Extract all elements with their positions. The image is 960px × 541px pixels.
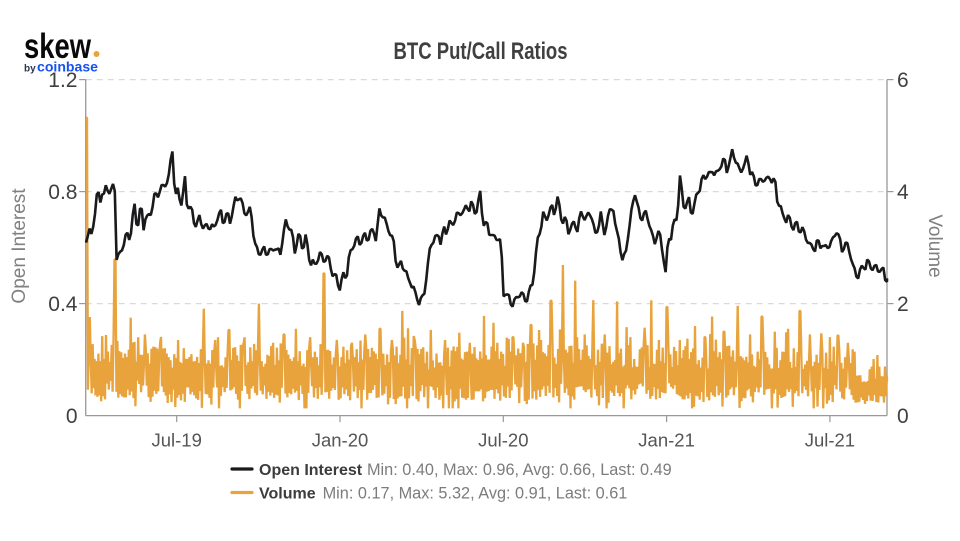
svg-text:0.8: 0.8 [48, 181, 77, 204]
svg-text:skew: skew [24, 27, 92, 66]
svg-text:0.4: 0.4 [48, 293, 78, 316]
svg-text:0: 0 [66, 405, 78, 428]
svg-text:Jul-21: Jul-21 [805, 430, 855, 451]
svg-text:Jan-20: Jan-20 [312, 430, 369, 451]
svg-text:6: 6 [897, 69, 909, 92]
svg-text:coinbase: coinbase [37, 59, 98, 75]
svg-text:by: by [24, 64, 36, 75]
svg-text:1.2: 1.2 [48, 69, 77, 92]
svg-text:Open Interest: Open Interest [259, 462, 363, 479]
svg-text:Volume: Volume [924, 214, 945, 277]
svg-text:0: 0 [897, 405, 909, 428]
svg-text:4: 4 [897, 181, 909, 204]
svg-text:Open Interest: Open Interest [9, 188, 30, 304]
svg-text:Min: 0.17, Max: 5.32, Avg: 0.9: Min: 0.17, Max: 5.32, Avg: 0.91, Last: 0… [323, 485, 628, 503]
svg-text:2: 2 [897, 293, 909, 316]
svg-text:Volume: Volume [259, 486, 316, 503]
svg-text:Jan-21: Jan-21 [638, 430, 695, 451]
svg-text:Jul-19: Jul-19 [152, 430, 202, 451]
svg-text:Jul-20: Jul-20 [478, 430, 528, 451]
svg-text:Min: 0.40, Max: 0.96, Avg: 0.6: Min: 0.40, Max: 0.96, Avg: 0.66, Last: 0… [367, 461, 672, 479]
svg-text:BTC Put/Call Ratios: BTC Put/Call Ratios [394, 38, 568, 65]
